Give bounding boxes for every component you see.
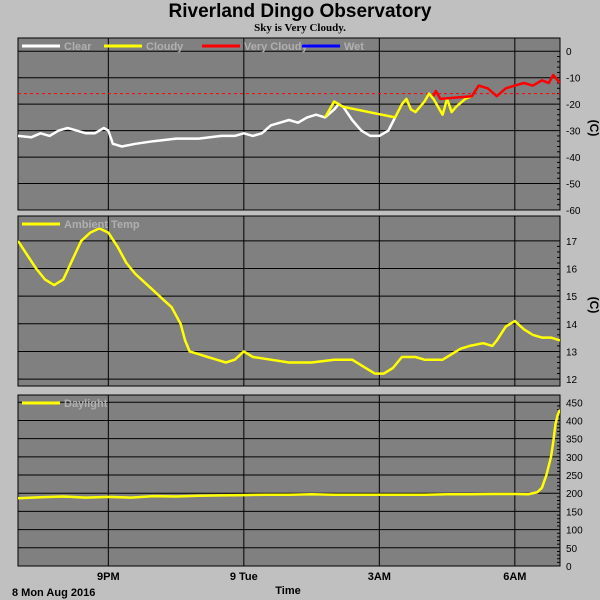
series-daylight [18,409,560,500]
x-axis-label: Time [275,585,300,597]
series-very-cloudy [432,73,560,101]
date-label: 8 Mon Aug 2016 [12,587,95,599]
legend-entry: Cloudy [146,41,184,53]
x-axis: 9PM 9 Tue 3AM 6AM [97,571,526,583]
y-tick-label: 0 [566,47,572,58]
panel-2: 17 16 15 14 13 12 (C) Ambient Temp [17,215,600,387]
y-tick-label: 50 [566,544,578,555]
y-tick-label: 200 [566,489,583,500]
y-tick-label: 450 [566,398,583,409]
legend-entry: Wet [344,41,364,53]
chart-panels: 0 -10 -20 -30 -40 -50 -60 (C) Clear Cloudy Very Cl… [17,37,600,573]
y-axis-unit: (C) [587,120,600,137]
legend-entry: Very Cloudy [244,41,308,53]
y-tick-label: 13 [566,347,578,358]
y-tick-label: 12 [566,375,578,386]
y-tick-label: 300 [566,453,583,464]
y-tick-label: 350 [566,435,583,446]
y-tick-label: -40 [566,153,581,164]
y-tick-label: 0 [566,562,572,573]
y-tick-label: 17 [566,237,578,248]
panel-3: 0 50 100 150 200 250 300 350 400 450 Daylight [17,394,583,573]
legend-entry: Ambient Temp [64,219,140,231]
y-tick-label: -20 [566,100,581,111]
y-tick-label: 16 [566,265,578,276]
x-tick-label: 9PM [97,571,120,583]
plot-area [17,215,561,387]
x-tick-label: 9 Tue [230,571,258,583]
panel-1: 0 -10 -20 -30 -40 -50 -60 (C) Clear Cloudy Very Cl… [17,37,600,217]
chart-title: Riverland Dingo Observatory [168,1,432,22]
x-tick-label: 3AM [368,571,391,583]
series-ambient-temp [18,227,560,375]
series-cloudy [324,92,473,119]
y-tick-label: 400 [566,416,583,427]
y-tick-label: 100 [566,526,583,537]
y-tick-label: 250 [566,471,583,482]
plot-area [17,37,561,211]
y-tick-label: 14 [566,320,578,331]
y-tick-label: 15 [566,292,578,303]
legend-entry: Daylight [64,398,108,410]
chart-subtitle: Sky is Very Cloudy. [254,22,346,34]
x-tick-label: 6AM [503,571,526,583]
y-tick-label: -50 [566,180,581,191]
legend-entry: Clear [64,41,92,53]
y-axis-unit: (C) [587,297,600,314]
y-tick-label: -60 [566,206,581,217]
y-tick-label: 150 [566,507,583,518]
y-tick-label: -30 [566,127,581,138]
y-tick-label: -10 [566,74,581,85]
